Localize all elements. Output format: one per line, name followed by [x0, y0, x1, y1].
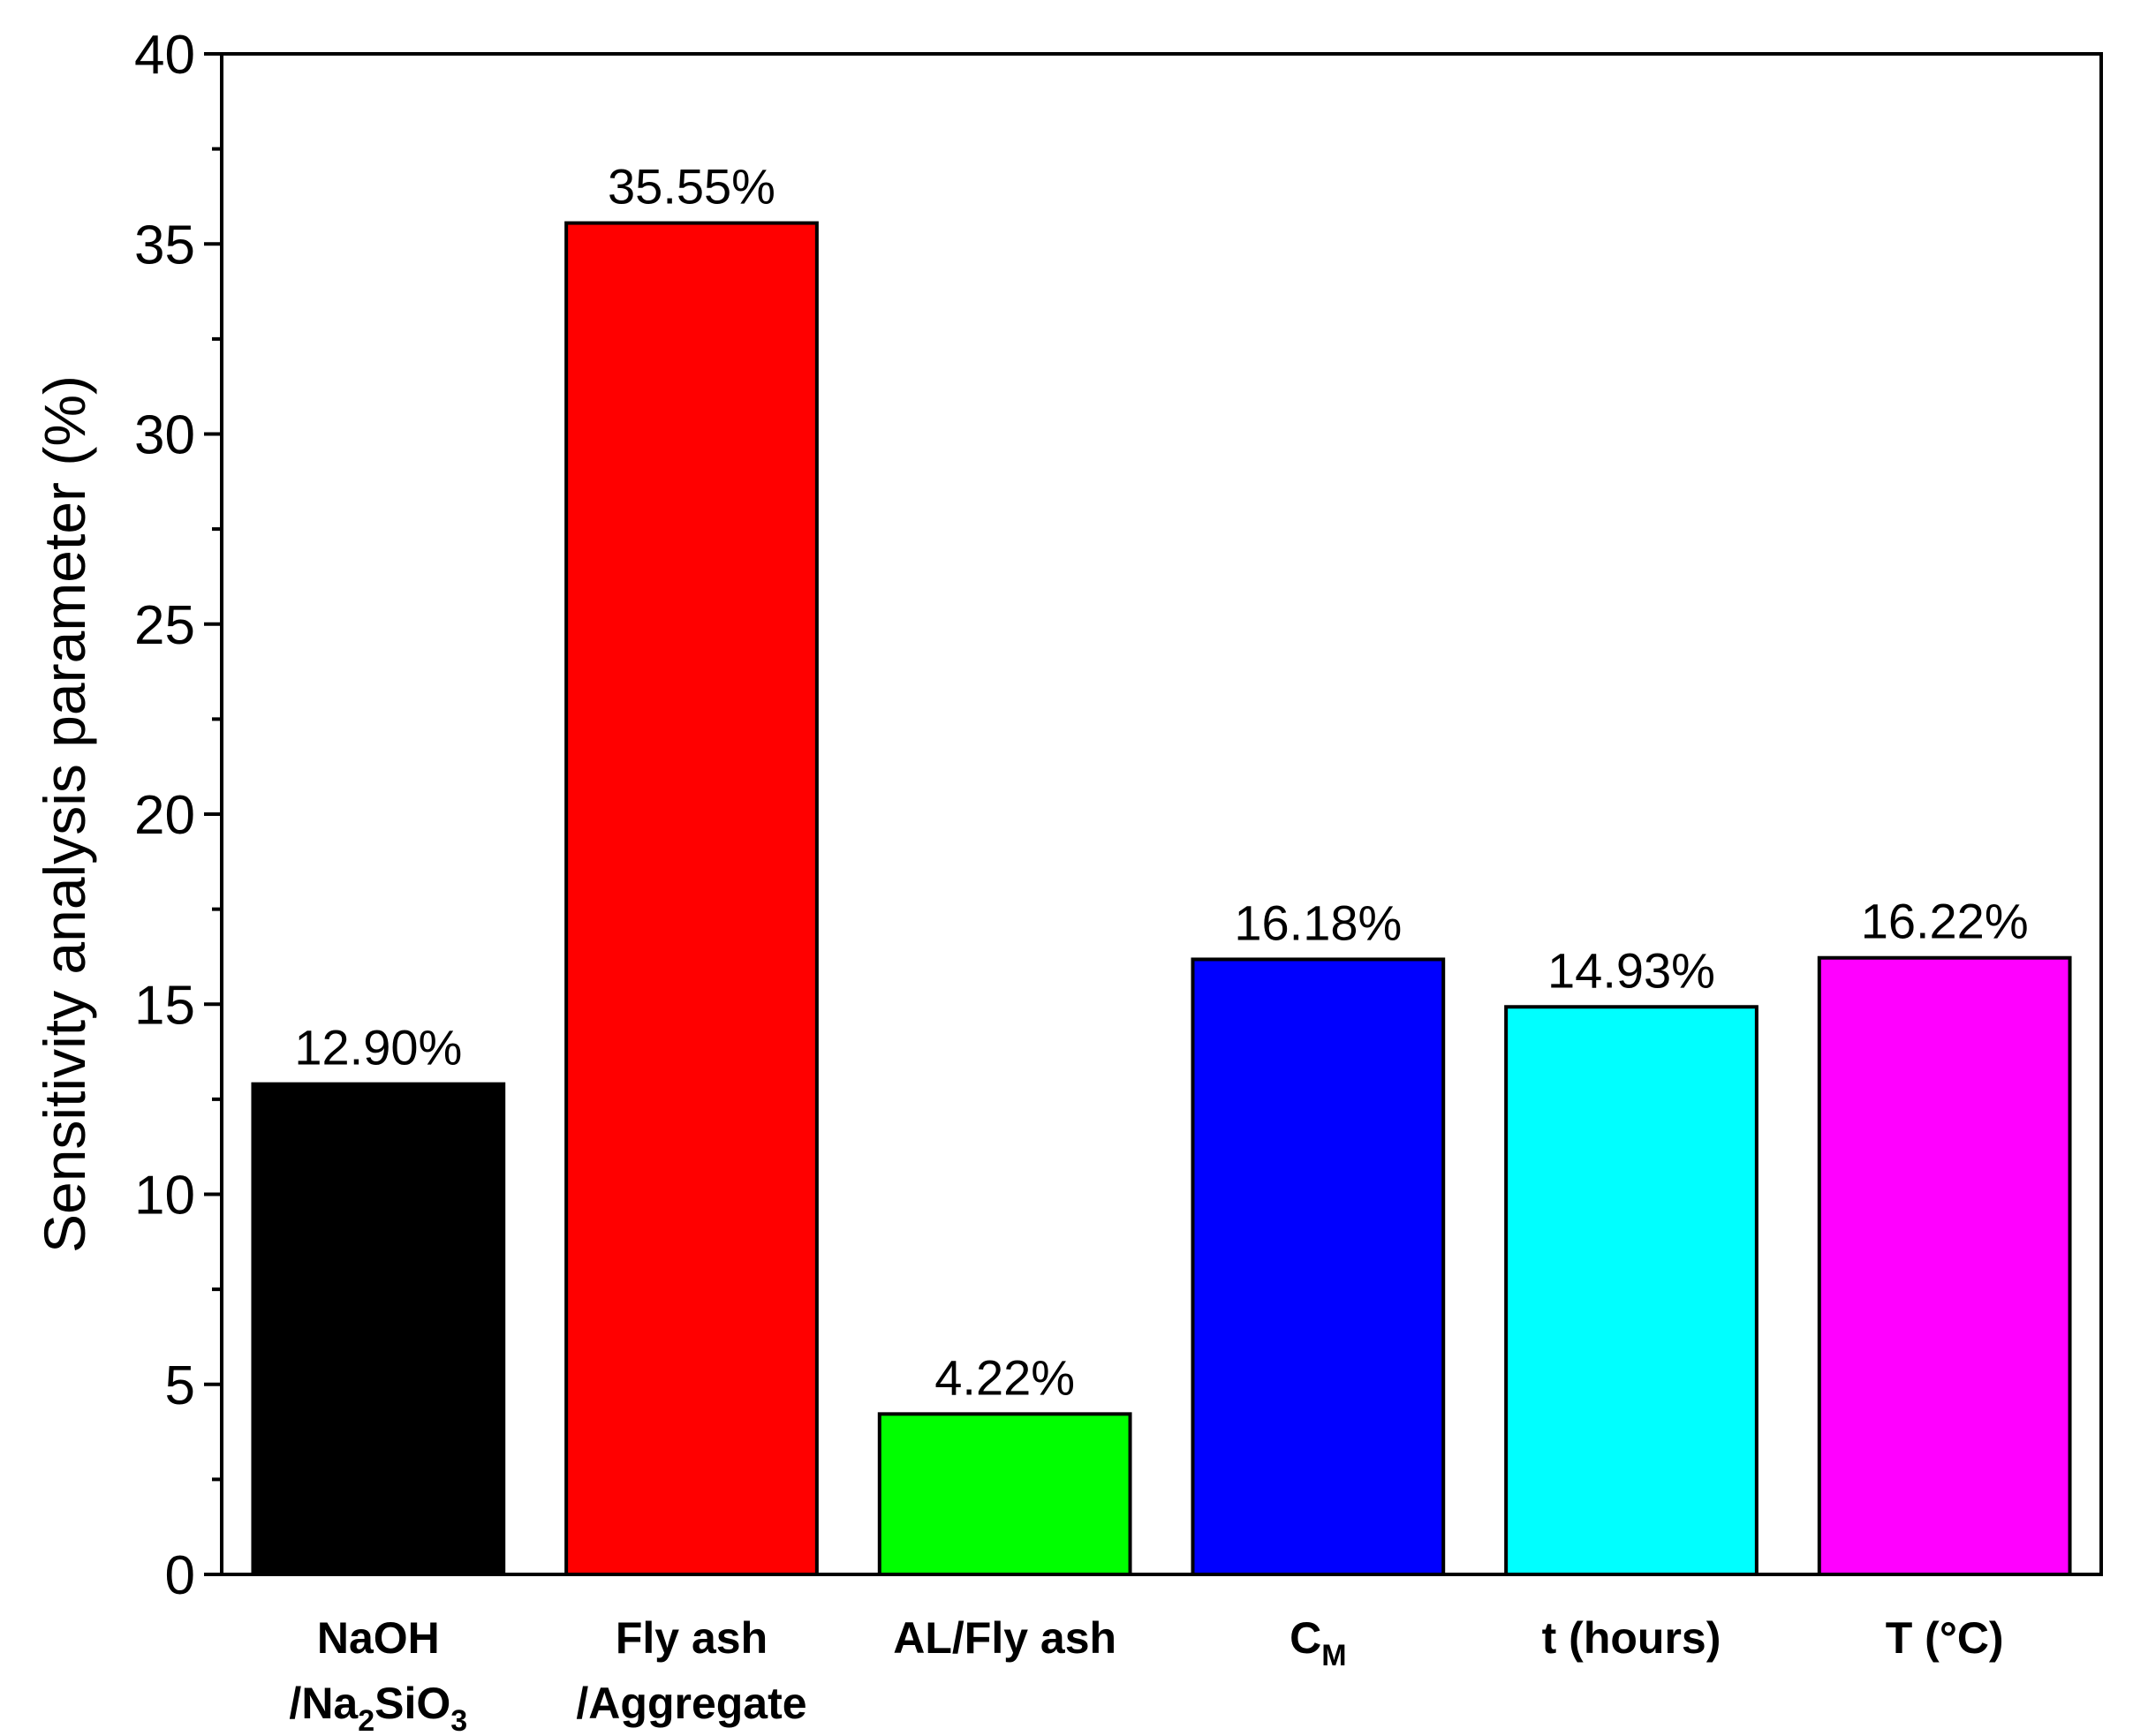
y-axis-title: Sensitivity analysis parameter (%) — [32, 375, 97, 1253]
y-tick-label: 0 — [165, 1545, 195, 1606]
category-label: T (°C) — [1886, 1613, 2004, 1663]
bar — [1191, 957, 1446, 1577]
bar — [877, 1412, 1132, 1576]
y-tick-label: 30 — [134, 405, 195, 466]
y-tick-label: 5 — [165, 1355, 195, 1416]
bar — [251, 1082, 506, 1576]
data-label: 16.18% — [1234, 894, 1402, 950]
y-tick-label: 40 — [134, 25, 195, 86]
y-tick-label: 15 — [134, 975, 195, 1036]
category-label: CM — [1290, 1613, 1346, 1672]
data-label: 16.22% — [1861, 894, 2029, 949]
y-tick-label: 10 — [134, 1166, 195, 1227]
y-tick-label: 20 — [134, 785, 195, 846]
category-label: t (hours) — [1542, 1613, 1721, 1663]
bar — [1817, 955, 2072, 1576]
category-label: Fly ash/Aggregate — [576, 1613, 806, 1728]
category-label: AL/Fly ash — [893, 1613, 1116, 1663]
y-tick-label: 35 — [134, 215, 195, 275]
data-label: 4.22% — [934, 1349, 1075, 1405]
bar — [1504, 1005, 1759, 1577]
data-label: 12.90% — [294, 1020, 462, 1076]
category-label: NaOH/Na2SiO3 — [289, 1613, 467, 1736]
data-label: 14.93% — [1547, 942, 1715, 998]
data-label: 35.55% — [608, 159, 775, 215]
bar — [564, 221, 819, 1576]
y-tick-label: 25 — [134, 595, 195, 656]
